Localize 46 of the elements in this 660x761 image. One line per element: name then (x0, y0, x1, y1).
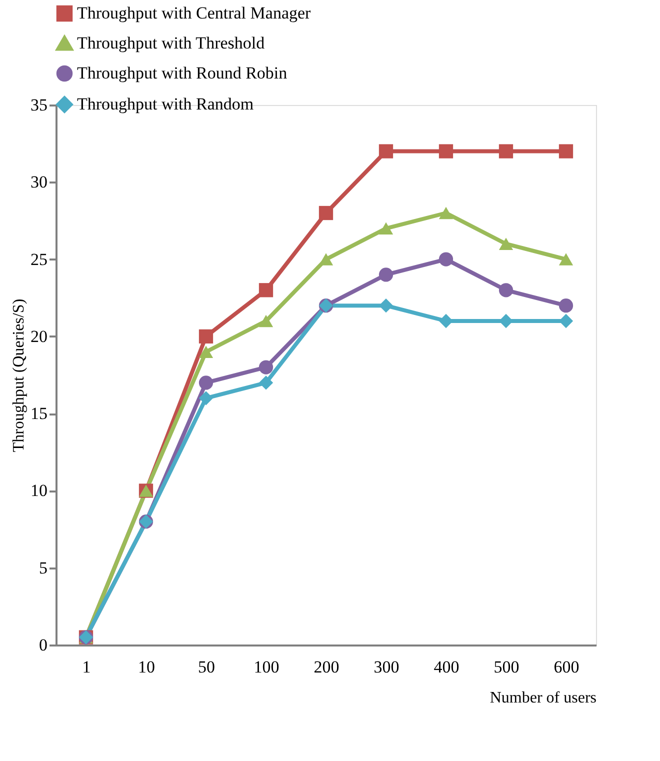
point (438, 206, 454, 220)
point (558, 253, 574, 266)
point (198, 346, 214, 358)
x-tick-label: 600 (554, 658, 580, 676)
y-tick-label: 5 (39, 558, 48, 578)
point (378, 268, 394, 282)
point (258, 283, 274, 298)
point (378, 144, 394, 158)
point (198, 376, 214, 390)
x-tick-label: 10 (138, 658, 155, 676)
point (378, 222, 394, 235)
y-tick-label: 10 (30, 481, 48, 500)
point (258, 376, 274, 390)
y-tick-label: 30 (30, 172, 48, 192)
x-tick-label: 100 (254, 658, 280, 676)
y-tick-label: 35 (30, 96, 48, 114)
point (258, 360, 274, 374)
x-tick-label: 400 (434, 658, 460, 676)
point (258, 314, 274, 328)
point (558, 144, 574, 158)
legend-label: Throughput with Central Manager (77, 4, 312, 22)
x-tick-label: 500 (494, 658, 520, 676)
point (378, 298, 394, 313)
y-axis-title: Throughput (Queries/S) (10, 298, 28, 452)
x-tick-label: 1 (82, 658, 91, 676)
x-tick-label: 300 (374, 658, 400, 676)
y-tick-label: 20 (30, 326, 48, 346)
legend-label: Throughput with Random (77, 94, 254, 114)
point (498, 144, 514, 158)
point (438, 252, 454, 266)
point (438, 144, 454, 158)
point (198, 329, 214, 344)
point (558, 298, 574, 313)
x-axis-title: Number of users (490, 690, 596, 706)
point (318, 253, 334, 266)
legend-label: Throughput with Threshold (77, 34, 266, 52)
point (498, 238, 514, 250)
point (198, 391, 214, 406)
point (498, 283, 514, 298)
x-tick-label: 50 (198, 658, 215, 676)
legend-label: Throughput with Round Robin (77, 64, 288, 82)
x-tick-label: 200 (314, 658, 340, 676)
y-tick-label: 25 (30, 250, 48, 269)
y-tick-label: 0 (39, 636, 48, 654)
y-tick-label: 15 (30, 404, 48, 424)
point (318, 206, 334, 220)
